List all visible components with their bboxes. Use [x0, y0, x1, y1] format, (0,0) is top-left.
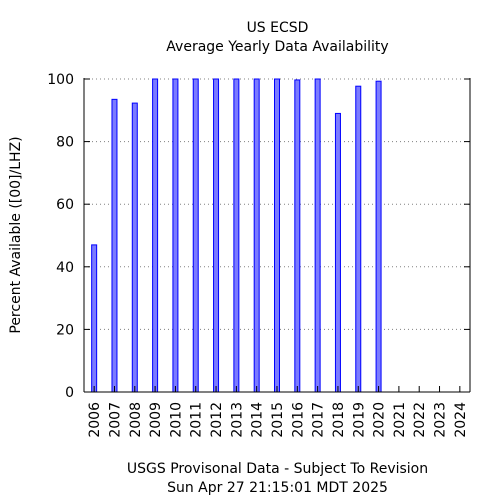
- x-tick-label: 2016: [290, 402, 306, 438]
- x-tick-label: 2018: [331, 402, 347, 438]
- chart-title: US ECSD: [246, 20, 309, 36]
- y-axis-label: Percent Available ([00]/LHZ): [8, 136, 24, 333]
- bar-2018: [334, 112, 341, 393]
- x-tick-label: 2020: [372, 402, 388, 438]
- y-axis-ticks: 0 20 40 60 80 100: [47, 72, 470, 401]
- y-tick-label: 80: [56, 135, 74, 151]
- bar-2017: [314, 78, 321, 393]
- y-tick-label: 60: [56, 197, 74, 213]
- x-tick-label: 2023: [433, 402, 449, 438]
- y-tick-label: 40: [56, 260, 74, 276]
- bar-2019: [355, 85, 362, 393]
- x-tick-label: 2021: [392, 402, 408, 438]
- x-tick-label: 2011: [189, 402, 205, 438]
- x-tick-label: 2012: [209, 402, 225, 438]
- x-tick-label: 2009: [148, 402, 164, 438]
- bar-2012: [213, 78, 220, 393]
- bar-2014: [253, 78, 260, 393]
- x-tick-label: 2022: [412, 402, 428, 438]
- bar-2011: [192, 78, 199, 393]
- x-tick-label: 2008: [128, 402, 144, 438]
- bar-2015: [274, 78, 280, 393]
- footer-timestamp: Sun Apr 27 21:15:01 MDT 2025: [167, 480, 388, 496]
- x-tick-label: 2024: [453, 402, 469, 438]
- bar-2016: [294, 79, 301, 393]
- x-tick-label: 2017: [311, 402, 327, 438]
- x-axis-ticks: 2006 2007 2008 2009 2010 2011 2012 2013 2014 2015…: [87, 386, 469, 438]
- x-tick-label: 2014: [250, 402, 266, 438]
- y-tick-label: 0: [65, 385, 74, 401]
- x-tick-label: 2015: [270, 402, 286, 438]
- footer-disclaimer: USGS Provisonal Data - Subject To Revisi…: [126, 461, 429, 477]
- x-tick-label: 2019: [351, 402, 367, 438]
- bar-2009: [152, 78, 159, 393]
- chart-subtitle: Average Yearly Data Availability: [166, 39, 389, 55]
- bar-2006: [91, 244, 98, 393]
- bar-2008: [131, 102, 138, 393]
- y-tick-label: 100: [47, 72, 74, 88]
- x-tick-label: 2010: [168, 402, 184, 438]
- bar-2007: [111, 98, 118, 393]
- bar-2020: [375, 80, 382, 393]
- y-tick-label: 20: [56, 322, 74, 338]
- x-tick-label: 2006: [87, 402, 103, 438]
- x-tick-label: 2007: [107, 402, 123, 438]
- x-tick-label: 2013: [229, 402, 245, 438]
- bar-2010: [172, 78, 179, 393]
- bars: [91, 78, 382, 393]
- bar-2013: [233, 78, 240, 393]
